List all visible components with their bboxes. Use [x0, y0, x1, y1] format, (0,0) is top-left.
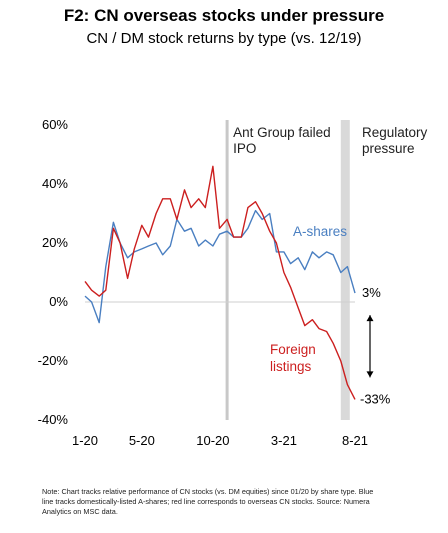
a-shares-line — [84, 209, 356, 324]
y-tick-label: 0% — [49, 294, 68, 309]
ipo-event-label: Ant Group failed IPO — [233, 125, 331, 156]
regulatory-shaded-region — [340, 120, 350, 420]
x-tick-label: 10-20 — [196, 433, 229, 448]
chart-title: F2: CN overseas stocks under pressure — [63, 6, 385, 25]
y-tick-label: -40% — [38, 412, 69, 427]
x-tick-label: 3-21 — [271, 433, 297, 448]
x-tick-label: 1-20 — [72, 433, 98, 448]
x-tick-label: 5-20 — [129, 433, 155, 448]
foreign-listings-line — [84, 165, 356, 400]
regulatory-pressure-label: Regulatory pressure — [362, 125, 428, 156]
y-tick-label: 60% — [42, 117, 68, 132]
y-tick-label: 40% — [42, 176, 68, 191]
chart-note: Note: Chart tracks relative performance … — [42, 487, 374, 516]
gap-arrow-head-down — [366, 371, 374, 378]
chart-subtitle: CN / DM stock returns by type (vs. 12/19… — [86, 30, 362, 47]
a-shares-label: A-shares — [293, 224, 347, 239]
foreign-end-value: -33% — [360, 391, 391, 406]
y-tick-label: 20% — [42, 235, 68, 250]
gap-arrow-head-up — [366, 315, 374, 322]
line-chart: 60% 40% 20% 0% -20% -40%1-20 5-20 10-20 3-21 8-21… — [38, 117, 428, 448]
x-tick-label: 8-21 — [342, 433, 368, 448]
foreign-listings-label: Foreign listings — [270, 342, 316, 374]
a-shares-end-value: 3% — [362, 285, 381, 300]
y-tick-label: -20% — [38, 353, 69, 368]
